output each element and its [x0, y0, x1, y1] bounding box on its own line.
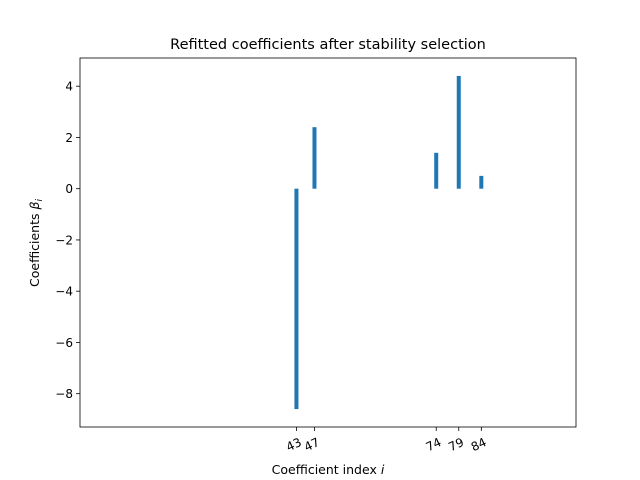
x-tick-label: 43 — [284, 435, 304, 454]
x-axis-label: Coefficient index i — [272, 462, 385, 477]
y-tick-label: 0 — [65, 182, 73, 196]
y-tick-label: 2 — [65, 131, 73, 145]
x-tick-label: 74 — [424, 435, 444, 454]
bar-74 — [434, 152, 439, 189]
y-tick-label: −2 — [55, 233, 73, 247]
plot-frame — [79, 57, 577, 428]
bar-84 — [479, 175, 484, 189]
y-tick-label: −8 — [55, 387, 73, 401]
x-tick-label: 79 — [446, 435, 466, 454]
bar-47 — [312, 127, 317, 189]
bars-group — [294, 75, 484, 410]
y-tick-label: −4 — [55, 285, 73, 299]
x-tick-label: 84 — [469, 435, 489, 454]
bar-79 — [456, 75, 461, 189]
y-tick-label: 4 — [65, 80, 73, 94]
x-tick-label: 47 — [302, 435, 322, 454]
bar-43 — [294, 188, 299, 410]
y-ticks: 4 2 0 −2 −4 −6 −8 — [55, 80, 80, 401]
y-axis-label: Coefficients βi — [27, 199, 45, 288]
chart-title: Refitted coefficients after stability se… — [170, 37, 486, 53]
y-tick-label: −6 — [55, 336, 73, 350]
